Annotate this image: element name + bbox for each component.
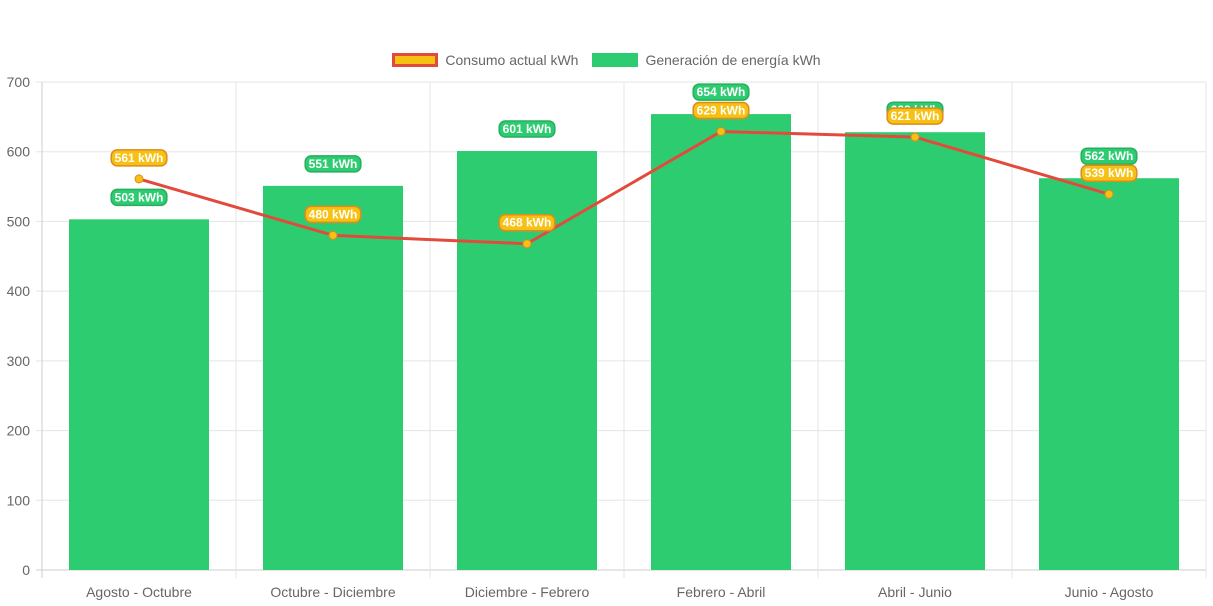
x-tick-label-4: Abril - Junio <box>878 584 952 600</box>
data-label-generacion-1: 551 kWh <box>309 157 358 171</box>
legend-swatch-consumo <box>392 53 439 67</box>
legend-item-generacion[interactable]: Generación de energía kWh <box>592 52 821 68</box>
data-label-consumo-3: 629 kWh <box>697 103 746 117</box>
data-label-generacion-0-badge <box>110 188 168 207</box>
point-consumo-1[interactable] <box>328 230 338 240</box>
data-label-generacion-0: 503 kWh <box>115 190 164 204</box>
bar-generacion-3[interactable] <box>651 114 791 570</box>
data-label-consumo-1: 480 kWh <box>309 207 358 221</box>
point-consumo-2[interactable] <box>522 239 532 249</box>
data-label-generacion-3: 654 kWh <box>697 85 746 99</box>
data-label-consumo-2-badge <box>498 213 556 232</box>
data-label-consumo-3-badge <box>692 101 750 120</box>
data-label-consumo-4-badge <box>886 107 944 125</box>
data-label-consumo-0-badge <box>110 149 168 167</box>
y-tick-label-100: 100 <box>7 492 31 508</box>
legend-label-consumo: Consumo actual kWh <box>445 52 579 68</box>
bar-generacion-0[interactable] <box>69 219 209 570</box>
legend-label-generacion: Generación de energía kWh <box>645 52 821 68</box>
data-label-generacion-3-badge <box>692 83 750 101</box>
y-tick-label-500: 500 <box>7 213 31 229</box>
point-consumo-4[interactable] <box>910 132 920 142</box>
x-tick-label-3: Febrero - Abril <box>677 584 766 600</box>
line-consumo <box>138 129 1110 246</box>
point-consumo-3[interactable] <box>716 126 726 136</box>
point-consumo-0[interactable] <box>134 174 144 184</box>
data-label-generacion-2: 601 kWh <box>503 122 552 136</box>
y-tick-label-400: 400 <box>7 283 31 299</box>
x-tick-label-2: Diciembre - Febrero <box>465 584 590 600</box>
data-label-consumo-1-badge <box>304 205 362 224</box>
data-label-consumo-0: 561 kWh <box>115 151 164 165</box>
legend-swatch-generacion <box>592 53 639 67</box>
x-tick-label-5: Junio - Agosto <box>1065 584 1154 600</box>
y-tick-label-600: 600 <box>7 144 31 160</box>
data-label-consumo-5-badge <box>1080 164 1138 182</box>
bar-generacion-5[interactable] <box>1039 178 1179 570</box>
y-tick-label-200: 200 <box>7 423 31 439</box>
data-label-generacion-5: 562 kWh <box>1085 149 1134 163</box>
data-label-consumo-2: 468 kWh <box>503 216 552 230</box>
legend-item-consumo[interactable]: Consumo actual kWh <box>392 52 578 68</box>
bar-generacion-4[interactable] <box>845 132 985 571</box>
y-tick-label-300: 300 <box>7 353 31 369</box>
data-label-consumo-4: 621 kWh <box>891 109 940 123</box>
y-tick-label-700: 700 <box>7 74 31 90</box>
data-label-generacion-5-badge <box>1080 147 1138 165</box>
data-label-generacion-2-badge <box>498 120 556 138</box>
data-label-generacion-1-badge <box>304 155 362 173</box>
data-label-consumo-5: 539 kWh <box>1085 166 1134 180</box>
point-consumo-5[interactable] <box>1104 189 1114 199</box>
x-tick-label-1: Octubre - Diciembre <box>270 584 395 600</box>
legend: Consumo actual kWh Generación de energía… <box>0 52 1213 68</box>
x-tick-label-0: Agosto - Octubre <box>86 584 192 600</box>
bar-generacion-1[interactable] <box>263 185 403 571</box>
y-tick-label-0: 0 <box>22 562 30 578</box>
